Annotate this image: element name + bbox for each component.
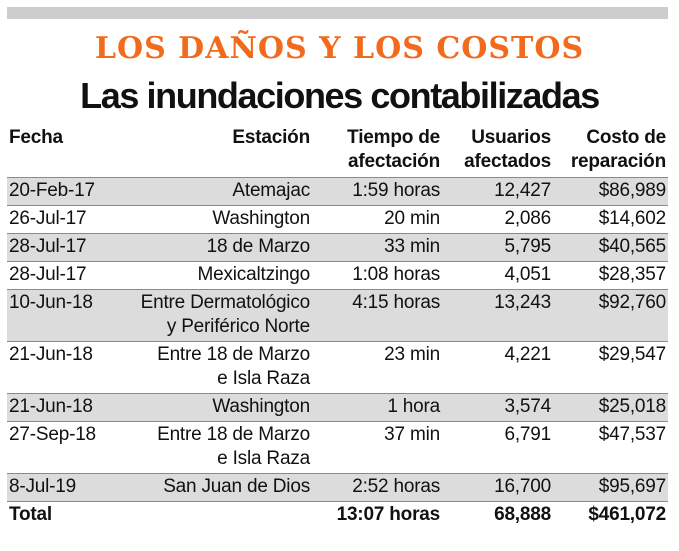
cell-station: Entre 18 de Marzo e Isla Raza [120,341,313,394]
table-row: 10-Jun-18 Entre Dermatológico y Periférico… [7,289,668,342]
cell-users: 2,086 [440,205,551,234]
cell-station: 18 de Marzo [120,233,313,262]
station-line: Mexicaltzingo [197,264,310,285]
station-line: Washington [212,396,310,417]
station-line: Washington [212,208,310,229]
cell-time: 37 min [313,421,440,474]
cell-time: 1 hora [313,393,440,422]
cell-cost: $40,565 [551,233,668,262]
table-row: 21-Jun-18 Entre 18 de Marzo e Isla Raza 23 … [7,341,668,394]
station-line: Entre Dermatológico [140,292,311,313]
table-row: 21-Jun-18 Washington 1 hora 3,574 $25,018 [7,393,668,422]
cell-date: 21-Jun-18 [7,341,120,394]
cell-cost: $25,018 [551,393,668,422]
cell-users: 6,791 [440,421,551,474]
cell-users: 4,221 [440,341,551,394]
table-row: 20-Feb-17 Atemajac 1:59 horas 12,427 $86,989 [7,177,668,206]
cell-time: 4:15 horas [313,289,440,342]
cell-station: Atemajac [120,177,313,206]
station-line: y Periférico Norte [166,316,310,337]
cell-users: 12,427 [440,177,551,206]
cell-time: 20 min [313,205,440,234]
headline: Las inundaciones contabilizadas [80,75,600,116]
station-line: e Isla Raza [217,448,310,469]
total-label: Total [7,501,120,529]
cell-date: 10-Jun-18 [7,289,120,342]
cell-station: Entre 18 de Marzo e Isla Raza [120,421,313,474]
station-line: Entre 18 de Marzo [157,344,310,365]
cell-station: Washington [120,205,313,234]
table-header-row: Fecha Estación Tiempo de afectación Usua… [7,124,668,178]
cell-users: 4,051 [440,261,551,290]
station-line: Atemajac [232,180,310,201]
cell-station: Entre Dermatológico y Periférico Norte [120,289,313,342]
cell-cost: $92,760 [551,289,668,342]
total-users: 68,888 [440,501,551,529]
cell-users: 3,574 [440,393,551,422]
cell-date: 27-Sep-18 [7,421,120,474]
floods-table: Fecha Estación Tiempo de afectación Usua… [7,124,668,529]
header-cost: Costo de reparación [570,127,666,172]
header-users: Usuarios afectados [464,127,551,172]
cell-time: 23 min [313,341,440,394]
cell-cost: $86,989 [551,177,668,206]
header-time: Tiempo de afectación [347,127,440,172]
cell-users: 13,243 [440,289,551,342]
table-row: 26-Jul-17 Washington 20 min 2,086 $14,602 [7,205,668,234]
table-total-row: Total 13:07 horas 68,888 $461,072 [7,501,668,529]
table-row: 28-Jul-17 Mexicaltzingo 1:08 horas 4,051 $28… [7,261,668,290]
cell-date: 26-Jul-17 [7,205,120,234]
table-row: 8-Jul-19 San Juan de Dios 2:52 horas 16,700… [7,473,668,502]
header-station: Estación [232,127,310,148]
total-station [120,501,313,529]
table-row: 28-Jul-17 18 de Marzo 33 min 5,795 $40,565 [7,233,668,262]
table-row: 27-Sep-18 Entre 18 de Marzo e Isla Raza 37 … [7,421,668,474]
station-line: San Juan de Dios [163,476,310,497]
cell-users: 5,795 [440,233,551,262]
top-divider-bar [7,7,668,19]
station-line: 18 de Marzo [206,236,311,257]
station-line: e Isla Raza [217,368,310,389]
cell-time: 1:59 horas [313,177,440,206]
cell-cost: $29,547 [551,341,668,394]
total-time: 13:07 horas [313,501,440,529]
cell-date: 8-Jul-19 [7,473,120,502]
table-body: 20-Feb-17 Atemajac 1:59 horas 12,427 $86,989… [7,177,668,502]
cell-station: San Juan de Dios [120,473,313,502]
header-date: Fecha [9,127,63,148]
cell-cost: $95,697 [551,473,668,502]
cell-users: 16,700 [440,473,551,502]
station-line: Entre 18 de Marzo [157,424,310,445]
cell-cost: $28,357 [551,261,668,290]
total-cost: $461,072 [551,501,668,529]
cell-cost: $14,602 [551,205,668,234]
kicker-title: LOS DAÑOS Y LOS COSTOS [94,31,585,66]
cell-date: 28-Jul-17 [7,233,120,262]
cell-cost: $47,537 [551,421,668,474]
cell-time: 1:08 horas [313,261,440,290]
cell-date: 28-Jul-17 [7,261,120,290]
cell-station: Mexicaltzingo [120,261,313,290]
cell-time: 2:52 horas [313,473,440,502]
cell-date: 21-Jun-18 [7,393,120,422]
cell-time: 33 min [313,233,440,262]
cell-station: Washington [120,393,313,422]
cell-date: 20-Feb-17 [7,177,120,206]
